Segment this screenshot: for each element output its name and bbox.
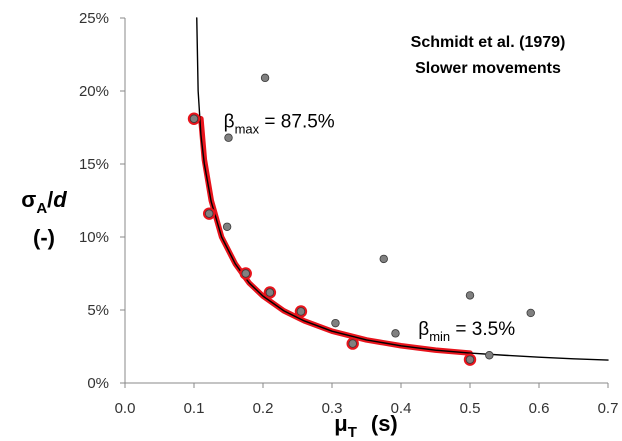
y-tick-label: 10% <box>79 229 109 246</box>
highlighted-data-point <box>296 307 306 316</box>
data-point <box>260 73 270 83</box>
chart-title: Schmidt et al. (1979) <box>411 34 566 51</box>
data-point <box>379 254 388 264</box>
y-axis-unit: (-) <box>33 225 55 250</box>
annotations: βmax = 87.5%βmin = 3.5% <box>224 112 516 344</box>
y-tick-label: 25% <box>79 10 109 27</box>
chart-title-box: Schmidt et al. (1979) Slower movements <box>411 34 566 77</box>
annotation-symbol: β <box>418 319 429 340</box>
highlighted-data-point <box>189 114 199 123</box>
annotation-value: = 3.5% <box>450 319 515 340</box>
x-axis-subscript: T <box>348 424 357 441</box>
x-tick-label: 0.6 <box>529 400 550 417</box>
y-tick-label: 15% <box>79 156 109 173</box>
data-point <box>331 318 340 328</box>
y-axis-subscript: A <box>36 200 47 217</box>
curves <box>191 17 609 361</box>
data-point <box>224 133 233 142</box>
data-points <box>187 73 535 366</box>
data-point <box>391 329 400 338</box>
y-tick-label: 5% <box>87 302 109 319</box>
annotation-value: = 87.5% <box>259 112 335 133</box>
model-curve <box>196 17 609 361</box>
annotation-beta-max: βmax = 87.5% <box>224 112 335 137</box>
annotation-subscript: max <box>235 122 260 137</box>
tick-labels: 0.0 0.1 0.2 0.3 0.4 0.5 0.6 0.7 0% 5% 10% 15% 20% 25% <box>79 10 618 417</box>
x-axis-symbol: μ <box>334 411 347 436</box>
x-tick-label: 0.3 <box>322 400 343 417</box>
y-axis-label: σA/d <box>21 187 67 217</box>
highlighted-data-point <box>465 355 475 364</box>
x-tick-label: 0.4 <box>391 400 412 417</box>
y-axis-symbol: σ <box>21 187 36 212</box>
y-axis-slash: / <box>47 187 53 212</box>
highlighted-data-point <box>265 288 275 297</box>
x-axis-label: μT (s) <box>334 411 398 441</box>
annotation-subscript: min <box>429 329 450 344</box>
y-axis-variable: d <box>53 187 67 212</box>
highlighted-data-point <box>241 269 250 278</box>
data-point <box>485 351 494 360</box>
data-point <box>222 222 232 231</box>
highlighted-data-point <box>204 209 214 218</box>
x-axis-unit: (s) <box>371 411 398 436</box>
data-point <box>526 308 535 318</box>
highlighted-data-point <box>348 339 357 348</box>
x-tick-label: 0.0 <box>115 400 136 417</box>
y-tick-label: 20% <box>79 83 109 100</box>
x-tick-label: 0.5 <box>460 400 481 417</box>
x-tick-label: 0.2 <box>253 400 274 417</box>
annotation-symbol: β <box>224 112 235 133</box>
chart-subtitle: Slower movements <box>415 60 561 77</box>
annotation-beta-min: βmin = 3.5% <box>418 319 515 344</box>
x-tick-label: 0.7 <box>598 400 619 417</box>
axes <box>124 18 608 384</box>
y-tick-label: 0% <box>87 375 109 392</box>
data-point <box>465 291 475 300</box>
x-tick-label: 0.1 <box>184 400 205 417</box>
